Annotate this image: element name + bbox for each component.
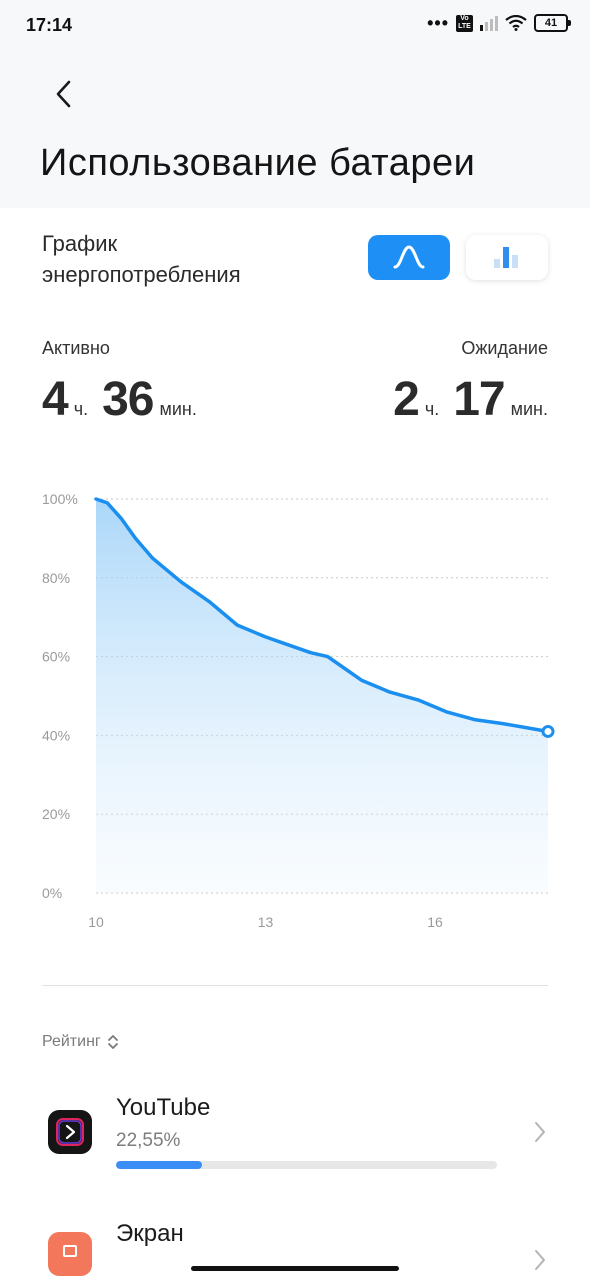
sort-updown-icon	[107, 1035, 118, 1049]
y-tick-label: 40%	[42, 727, 70, 743]
active-minutes-unit: мин.	[159, 399, 197, 419]
consumption-title: График энергопотребления	[42, 231, 241, 287]
volte-icon: Vo LTE	[456, 14, 473, 32]
standby-time: 2 ч. 17 мин.	[393, 372, 548, 427]
standby-hours-unit: ч.	[424, 399, 440, 419]
app-percent: 22,55%	[116, 1130, 181, 1151]
current-level-point	[541, 724, 555, 738]
app-name: YouTube	[116, 1094, 211, 1121]
standby-hours: 2	[393, 373, 420, 426]
notification-dots-icon: •••	[427, 13, 449, 33]
list-item-youtube[interactable]: YouTube 22,55%	[0, 1090, 590, 1180]
app-name: Экран	[116, 1220, 184, 1247]
battery-level-chart: 0% 20% 40% 60% 80% 100% 10 13 16	[42, 491, 555, 930]
series-line	[94, 497, 550, 734]
wifi-icon	[505, 15, 527, 31]
line-chart-icon	[393, 245, 425, 269]
active-time: 4 ч. 36 мин.	[42, 372, 205, 427]
list-item-screen[interactable]: Экран	[0, 1210, 590, 1280]
bar-chart-toggle[interactable]	[466, 235, 548, 280]
status-bar: 17:14 ••• Vo LTE 41	[0, 0, 590, 52]
usage-bar-fill	[116, 1161, 202, 1169]
status-icons: ••• Vo LTE 41	[427, 13, 571, 33]
line-chart-toggle[interactable]	[368, 235, 450, 280]
usage-bar	[116, 1161, 497, 1169]
y-tick-label: 80%	[42, 570, 70, 586]
standby-minutes: 17	[453, 373, 505, 426]
standby-label: Ожидание	[461, 338, 548, 358]
active-hours: 4	[42, 373, 69, 426]
chevron-right-icon	[535, 1122, 545, 1142]
back-button[interactable]	[42, 72, 86, 116]
page-title: Использование батареи	[40, 142, 476, 184]
active-label: Активно	[42, 338, 110, 358]
chevron-left-icon	[56, 80, 71, 108]
x-tick-label: 16	[427, 914, 443, 930]
youtube-icon	[48, 1110, 92, 1154]
standby-minutes-unit: мин.	[510, 399, 548, 419]
sort-label: Рейтинг	[42, 1033, 101, 1050]
x-tick-label: 10	[88, 914, 104, 930]
x-tick-label: 13	[258, 914, 274, 930]
y-tick-label: 100%	[42, 491, 78, 507]
chevron-right-icon	[535, 1250, 545, 1270]
sort-selector[interactable]: Рейтинг	[42, 1033, 119, 1051]
header: Использование батареи	[0, 52, 590, 208]
series-area	[96, 499, 548, 893]
active-minutes: 36	[102, 373, 154, 426]
y-tick-label: 0%	[42, 885, 62, 901]
screen-icon	[48, 1232, 92, 1276]
signal-icon	[480, 15, 498, 31]
bar-chart-icon	[494, 247, 518, 268]
y-tick-label: 60%	[42, 649, 70, 665]
battery-icon: 41	[534, 14, 571, 32]
home-indicator	[191, 1266, 399, 1271]
active-hours-unit: ч.	[73, 399, 89, 419]
divider	[42, 985, 548, 986]
y-tick-label: 20%	[42, 806, 70, 822]
status-time: 17:14	[26, 15, 73, 35]
